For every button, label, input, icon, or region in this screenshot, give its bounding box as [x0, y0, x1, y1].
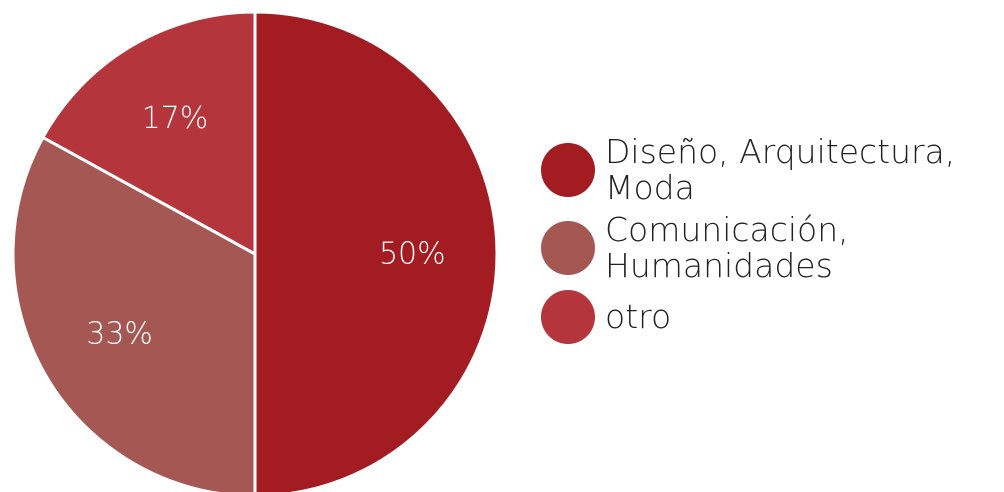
legend-item-otro: otro — [541, 290, 1001, 344]
legend-swatch-diseno — [541, 143, 595, 197]
legend-label-comunicacion: Comunicación, Humanidades — [605, 210, 849, 285]
pie-label-otro: 17% — [142, 101, 209, 136]
legend-item-comunicacion: Comunicación, Humanidades — [541, 212, 1001, 284]
legend-label-diseno: Diseño, Arquitectura, Moda — [605, 132, 956, 207]
pie-slice-otro — [41, 10, 257, 256]
pie-slice-diseno — [253, 10, 499, 492]
chart-legend: Diseño, Arquitectura, Moda Comunicación, H… — [541, 134, 1001, 350]
legend-swatch-comunicacion — [541, 221, 595, 275]
pie-label-diseno: 50% — [379, 237, 446, 272]
legend-item-diseno: Diseño, Arquitectura, Moda — [541, 134, 1001, 206]
pie-label-comunicacion: 33% — [86, 317, 153, 352]
legend-swatch-otro — [541, 290, 595, 344]
legend-label-otro: otro — [605, 297, 672, 336]
pie-slice-comunicacion — [11, 135, 257, 492]
